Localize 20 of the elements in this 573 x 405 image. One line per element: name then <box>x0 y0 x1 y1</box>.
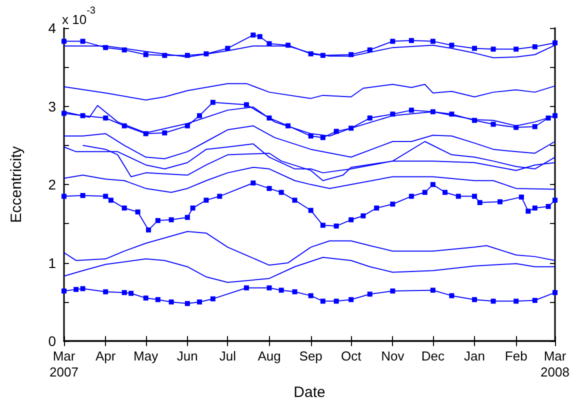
x-tick-label: Mar 2008 <box>540 348 570 380</box>
x-tick-label: Sep <box>299 348 322 364</box>
x-tick-label: Apr <box>95 348 116 364</box>
y-tick-label: 2 <box>48 176 56 193</box>
x-tick-label: Dec <box>421 348 445 364</box>
x-tick-label: Aug <box>258 348 281 364</box>
x-tick-label: May <box>134 348 159 364</box>
y-tick-label: 0 <box>48 333 56 350</box>
x-tick-label: Jun <box>176 348 198 364</box>
x-axis-title: Date <box>294 384 326 401</box>
x-tick-label: Jan <box>464 348 485 364</box>
y-axis-title: Eccentricity <box>8 146 25 223</box>
y-tick-label: 3 <box>48 98 56 114</box>
y-tick-label: 1 <box>48 254 56 271</box>
y-tick-label: 4 <box>48 20 56 36</box>
x-tick-label: Nov <box>381 348 405 364</box>
x-tick-label: Oct <box>340 348 362 364</box>
x-tick-label: Mar 2007 <box>50 348 78 380</box>
x-tick-label: Feb <box>504 348 528 364</box>
x-tick-label: Jul <box>219 348 236 364</box>
